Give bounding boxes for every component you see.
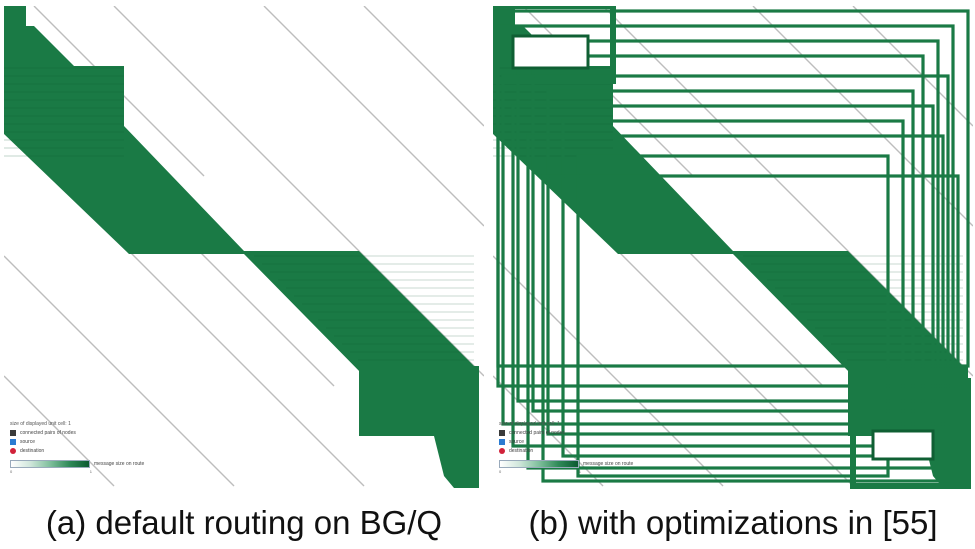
legend-item-source: source [499, 437, 699, 446]
legend-item-destination: destination [499, 446, 699, 455]
legend-item-destination: destination [10, 446, 210, 455]
caption-a: (a) default routing on BG/Q [45, 504, 443, 541]
panel-optimized-routing: size of displayed unit cell: 1 connected… [493, 6, 973, 490]
legend-b: size of displayed unit cell: 1 connected… [499, 420, 699, 488]
optimized-route-loop [501, 74, 950, 426]
optimized-route-loop [541, 174, 960, 483]
legend-label: connected pairs of nodes [509, 429, 565, 436]
optimized-route-loop [526, 134, 945, 470]
optimized-route-loop [516, 39, 940, 403]
diagonal-line [263, 6, 484, 227]
routing-matrix-b [493, 6, 973, 489]
diagonal-line [4, 375, 115, 487]
optimized-corner-block [493, 6, 616, 84]
red-dot-icon [10, 447, 16, 454]
legend-label: source [509, 438, 525, 445]
red-dot-icon [499, 447, 505, 454]
legend-label: source [20, 438, 36, 445]
routing-block-top [4, 6, 26, 26]
scale-min: 0 [499, 469, 502, 474]
legend-item-connected: connected pairs of nodes [10, 428, 210, 437]
routing-band [4, 26, 474, 376]
color-scale-ticks: 0 1 [499, 469, 581, 474]
dark-square-icon [10, 429, 16, 436]
optimized-route-loop [546, 89, 915, 436]
diagonal-line [363, 6, 484, 127]
legend-label: destination [509, 447, 534, 454]
color-scale-bar [499, 460, 579, 468]
legend-item-source: source [10, 437, 210, 446]
color-scale: message size on route [10, 459, 210, 469]
blue-square-icon [499, 438, 505, 445]
legend-title: size of displayed unit cell: 1 [10, 421, 71, 427]
panel-default-routing: size of displayed unit cell: 1 connected… [4, 6, 484, 490]
optimized-route-loop [561, 119, 905, 458]
color-scale: message size on route [499, 459, 699, 469]
optimized-corner-block [850, 378, 971, 489]
legend-label: destination [20, 447, 45, 454]
legend-title: size of displayed unit cell: 1 [499, 421, 560, 427]
legend-item-connected: connected pairs of nodes [499, 428, 699, 437]
corner-inner-box [511, 34, 590, 70]
diagonal-line [493, 255, 724, 487]
legend-a: size of displayed unit cell: 1 connected… [10, 420, 210, 488]
color-scale-label: message size on route [583, 461, 634, 467]
color-scale-bar [10, 460, 90, 468]
legend-label: connected pairs of nodes [20, 429, 76, 436]
blue-square-icon [10, 438, 16, 445]
routing-block-bottom [848, 366, 968, 488]
diagonal-line [752, 6, 973, 227]
routing-block-bottom [359, 366, 479, 488]
corner-inner-box [871, 429, 935, 461]
optimized-route-loop [576, 154, 890, 478]
optimized-route-loop [511, 104, 935, 448]
diagonal-line [4, 255, 235, 487]
dark-square-icon [499, 429, 505, 436]
caption-b: (b) with optimizations in [55] [528, 504, 938, 541]
routing-matrix-a [4, 6, 484, 488]
routing-band [493, 26, 963, 376]
color-scale-label: message size on route [94, 461, 145, 467]
optimized-route-loop [496, 24, 955, 388]
color-scale-ticks: 0 1 [10, 469, 92, 474]
scale-min: 0 [10, 469, 13, 474]
optimized-route-loop [531, 54, 925, 413]
scale-max: 1 [89, 469, 92, 474]
scale-max: 1 [578, 469, 581, 474]
